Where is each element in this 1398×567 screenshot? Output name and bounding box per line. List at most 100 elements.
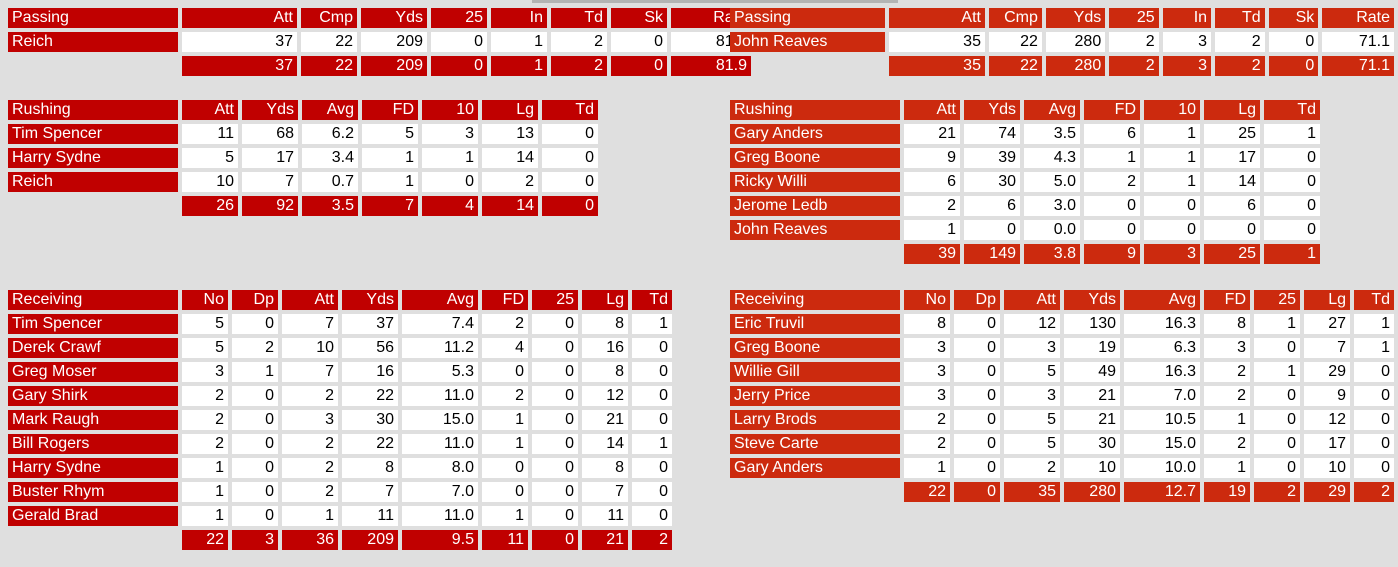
section-title: Rushing (730, 100, 900, 120)
player-name: Jerome Ledb (730, 196, 900, 216)
player-row: Steve Carte 2 0 5 30 15.0 2 0 17 0 (730, 434, 1394, 454)
stat-cell: 11 (342, 506, 398, 526)
stat-cell: 5 (182, 338, 228, 358)
stat-cell: 6.3 (1124, 338, 1200, 358)
stat-cell: 25 (1204, 124, 1260, 144)
stat-cell: 21 (1064, 386, 1120, 406)
player-row: Gary Anders 21 74 3.5 6 1 25 1 (730, 124, 1320, 144)
stat-cell: 2 (282, 386, 338, 406)
stat-cell: 6 (1084, 124, 1140, 144)
stat-cell: 8.0 (402, 458, 478, 478)
stat-cell: 280 (1045, 32, 1106, 52)
total-cell: 39 (904, 244, 960, 264)
stat-cell: 2 (482, 172, 538, 192)
right-rushing-table: Rushing Att Yds Avg FD 10 Lg Td Gary Anders 21 74 3… (726, 96, 1324, 268)
section-title: Passing (730, 8, 886, 28)
stat-cell: 0 (954, 434, 1000, 454)
total-cell: 3.8 (1024, 244, 1080, 264)
stat-cell: 0 (532, 362, 578, 382)
stat-cell: 2 (182, 386, 228, 406)
stat-cell: 0 (1084, 196, 1140, 216)
stat-cell: 39 (964, 148, 1020, 168)
stat-cell: 2 (1004, 458, 1060, 478)
stat-cell: 0 (1144, 196, 1200, 216)
stat-cell: 71.1 (1322, 32, 1394, 52)
stat-cell: 3.4 (302, 148, 358, 168)
player-row: Tim Spencer 11 68 6.2 5 3 13 0 (8, 124, 598, 144)
section-title: Rushing (8, 100, 178, 120)
total-cell: 2 (1254, 482, 1300, 502)
column-header: Td (632, 290, 672, 310)
totals-row: 22 3 36 209 9.5 11 0 21 2 (8, 530, 672, 550)
stat-cell: 1 (232, 362, 278, 382)
column-header: Att (904, 100, 960, 120)
player-name: Tim Spencer (8, 314, 178, 334)
stat-cell: 3 (422, 124, 478, 144)
stat-cell: 9 (904, 148, 960, 168)
total-cell: 0 (431, 56, 487, 76)
stat-cell: 0 (632, 386, 672, 406)
stat-cell: 0 (1354, 386, 1394, 406)
column-header: Att (889, 8, 985, 28)
stat-cell: 11.0 (402, 386, 478, 406)
stat-cell: 1 (362, 172, 418, 192)
stat-cell: 7.4 (402, 314, 478, 334)
column-header: Dp (232, 290, 278, 310)
player-name: Harry Sydne (8, 458, 178, 478)
stat-cell: 10 (1064, 458, 1120, 478)
player-row: Gary Anders 1 0 2 10 10.0 1 0 10 0 (730, 458, 1394, 478)
right-passing-table: Passing Att Cmp Yds 25 In Td Sk Rate John Reaves 3… (726, 4, 1398, 80)
column-header: Rate (1322, 8, 1394, 28)
stat-cell: 0 (1354, 410, 1394, 430)
column-header: 25 (532, 290, 578, 310)
stat-cell: 5 (1004, 434, 1060, 454)
column-header: 25 (431, 8, 487, 28)
player-row: Gary Shirk 2 0 2 22 11.0 2 0 12 0 (8, 386, 672, 406)
player-row: Greg Moser 3 1 7 16 5.3 0 0 8 0 (8, 362, 672, 382)
totals-spacer (8, 530, 178, 550)
player-name: Greg Boone (730, 338, 900, 358)
stat-cell: 2 (551, 32, 607, 52)
header-row: Rushing Att Yds Avg FD 10 Lg Td (8, 100, 598, 120)
stat-cell: 14 (482, 148, 538, 168)
stat-cell: 0 (1354, 458, 1394, 478)
stat-cell: 1 (482, 410, 528, 430)
player-row: Gerald Brad 1 0 1 11 11.0 1 0 11 0 (8, 506, 672, 526)
column-header: Att (182, 100, 238, 120)
stat-cell: 17 (242, 148, 298, 168)
stat-cell: 0 (482, 482, 528, 502)
column-header: In (491, 8, 547, 28)
stat-cell: 7.0 (402, 482, 478, 502)
stat-cell: 2 (182, 434, 228, 454)
stat-cell: 4.3 (1024, 148, 1080, 168)
column-header: Att (282, 290, 338, 310)
stat-cell: 1 (1254, 314, 1300, 334)
column-header: FD (1204, 290, 1250, 310)
column-header: 25 (1109, 8, 1159, 28)
totals-row: 37 22 209 0 1 2 0 81.9 (8, 56, 751, 76)
stat-cell: 0 (532, 506, 578, 526)
stat-cell: 0 (954, 338, 1000, 358)
total-cell: 37 (182, 56, 297, 76)
stat-cell: 0 (1354, 434, 1394, 454)
total-cell: 1 (491, 56, 547, 76)
stat-cell: 1 (1144, 124, 1200, 144)
stat-cell: 0 (632, 410, 672, 430)
stat-cell: 12 (1004, 314, 1060, 334)
stat-cell: 0 (954, 386, 1000, 406)
stat-cell: 2 (482, 386, 528, 406)
total-cell: 9 (1084, 244, 1140, 264)
player-name: Willie Gill (730, 362, 900, 382)
stat-cell: 12 (582, 386, 628, 406)
total-cell: 9.5 (402, 530, 478, 550)
total-cell: 81.9 (671, 56, 751, 76)
stat-cell: 0 (482, 458, 528, 478)
column-header: Lg (582, 290, 628, 310)
player-row: Reich 10 7 0.7 1 0 2 0 (8, 172, 598, 192)
total-cell: 3 (1162, 56, 1212, 76)
stat-cell: 0 (542, 124, 598, 144)
stat-cell: 37 (182, 32, 297, 52)
totals-spacer (8, 56, 178, 76)
player-name: Larry Brods (730, 410, 900, 430)
stat-cell: 16.3 (1124, 362, 1200, 382)
